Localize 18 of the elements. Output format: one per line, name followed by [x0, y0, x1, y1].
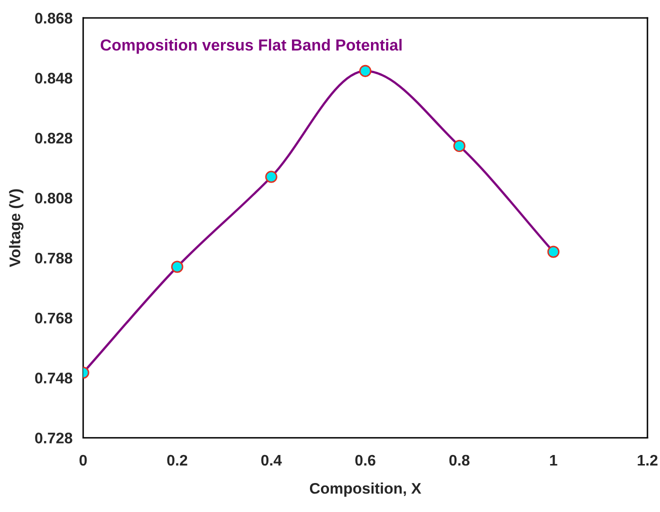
- y-tick-label: 0.808: [35, 192, 72, 204]
- x-tick-label: 0.4: [261, 454, 282, 466]
- y-tick-label: 0.768: [35, 312, 72, 324]
- x-tick-label: 0.8: [449, 454, 470, 466]
- x-tick-label: 0.2: [167, 454, 188, 466]
- y-tick-label: 0.788: [35, 252, 72, 264]
- y-tick-label: 0.868: [35, 12, 72, 24]
- y-axis-title: Voltage (V): [9, 189, 24, 268]
- x-tick-label: 1: [550, 454, 558, 466]
- y-tick-label: 0.828: [35, 132, 72, 144]
- y-tick-label: 0.848: [35, 72, 72, 84]
- x-axis-title: Composition, X: [310, 482, 422, 497]
- x-tick-label: 0.6: [355, 454, 376, 466]
- y-tick-label: 0.728: [35, 432, 72, 444]
- x-tick-label: 0: [80, 454, 87, 466]
- text: Composition versus Flat Band Potential: [100, 38, 402, 54]
- y-tick-label: 0.748: [35, 372, 72, 384]
- x-tick-label: 1.2: [638, 454, 658, 466]
